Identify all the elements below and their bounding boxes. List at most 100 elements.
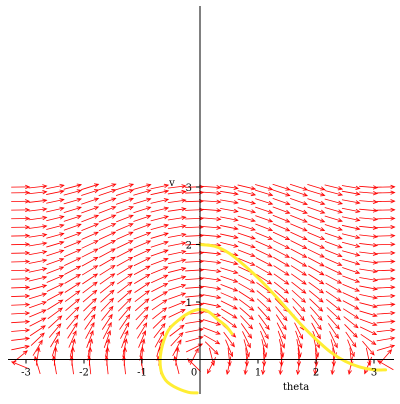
direction-arrow bbox=[359, 217, 377, 221]
direction-arrow bbox=[81, 215, 98, 222]
direction-arrow bbox=[176, 348, 180, 366]
direction-arrow bbox=[273, 224, 290, 231]
direction-arrow bbox=[151, 198, 169, 203]
direction-arrow bbox=[308, 224, 325, 231]
direction-arrow bbox=[325, 241, 342, 248]
direction-arrow bbox=[11, 345, 29, 350]
direction-arrow bbox=[64, 215, 81, 221]
direction-arrow bbox=[47, 292, 63, 301]
y-tick-label: 2 bbox=[186, 241, 192, 252]
direction-arrow bbox=[361, 334, 376, 344]
direction-arrow bbox=[120, 315, 130, 330]
direction-arrow bbox=[273, 232, 289, 239]
direction-arrow bbox=[203, 286, 221, 290]
direction-arrow bbox=[64, 266, 80, 274]
direction-arrow bbox=[290, 184, 307, 190]
direction-arrow bbox=[328, 323, 338, 338]
direction-arrow bbox=[151, 284, 167, 292]
direction-arrow bbox=[203, 217, 221, 221]
direction-arrow bbox=[151, 216, 168, 221]
direction-arrow bbox=[168, 284, 185, 290]
direction-arrow bbox=[256, 266, 272, 275]
direction-arrow bbox=[168, 259, 186, 264]
direction-arrow bbox=[359, 186, 377, 190]
direction-arrow bbox=[359, 294, 377, 299]
direction-arrow bbox=[377, 199, 395, 203]
direction-arrow bbox=[134, 274, 149, 283]
direction-arrow bbox=[377, 286, 395, 290]
direction-arrow bbox=[139, 331, 146, 348]
direction-arrow bbox=[203, 252, 221, 256]
direction-arrow bbox=[99, 249, 115, 257]
direction-arrow bbox=[377, 208, 395, 212]
direction-arrow bbox=[259, 323, 268, 339]
direction-arrow bbox=[203, 295, 221, 299]
direction-arrow bbox=[11, 286, 29, 290]
direction-arrow bbox=[255, 232, 272, 239]
direction-arrow bbox=[377, 191, 395, 195]
direction-arrow bbox=[262, 339, 267, 357]
direction-arrow bbox=[273, 249, 289, 257]
direction-arrow bbox=[238, 199, 255, 204]
direction-arrow bbox=[377, 277, 395, 281]
vector-field bbox=[11, 184, 394, 374]
direction-arrow bbox=[99, 207, 116, 214]
direction-arrow bbox=[360, 327, 376, 335]
direction-arrow bbox=[244, 339, 250, 356]
direction-arrow bbox=[257, 299, 270, 311]
x-tick-label: 0 bbox=[191, 368, 197, 379]
direction-arrow bbox=[203, 261, 221, 265]
direction-arrow bbox=[377, 234, 395, 238]
direction-arrow bbox=[11, 234, 29, 238]
direction-arrow bbox=[168, 190, 186, 194]
direction-arrow bbox=[65, 275, 81, 284]
direction-arrow bbox=[29, 185, 47, 189]
direction-arrow bbox=[255, 224, 272, 231]
direction-arrow bbox=[326, 291, 341, 301]
direction-arrow bbox=[342, 251, 359, 256]
direction-arrow bbox=[220, 242, 238, 247]
direction-arrow bbox=[85, 315, 95, 330]
direction-arrow bbox=[82, 257, 98, 266]
direction-arrow bbox=[11, 200, 29, 204]
direction-arrow bbox=[377, 294, 395, 298]
direction-arrow bbox=[220, 259, 237, 265]
direction-arrow bbox=[360, 311, 377, 317]
direction-arrow bbox=[134, 249, 150, 256]
direction-arrow bbox=[255, 216, 272, 222]
direction-arrow bbox=[36, 348, 40, 366]
direction-arrow bbox=[343, 301, 359, 310]
direction-arrow bbox=[377, 185, 395, 189]
direction-arrow bbox=[11, 217, 29, 221]
direction-arrow bbox=[359, 261, 377, 265]
direction-arrow bbox=[82, 266, 97, 275]
direction-arrow bbox=[29, 302, 46, 308]
direction-arrow bbox=[46, 250, 63, 256]
direction-arrow bbox=[343, 309, 358, 319]
direction-arrow bbox=[307, 184, 324, 190]
direction-arrow bbox=[134, 266, 150, 275]
direction-arrow bbox=[359, 303, 376, 308]
direction-arrow bbox=[29, 233, 47, 237]
direction-arrow bbox=[238, 250, 255, 257]
direction-arrow bbox=[238, 216, 255, 222]
direction-arrow bbox=[99, 224, 116, 231]
direction-arrow bbox=[117, 257, 133, 266]
direction-arrow bbox=[273, 241, 289, 249]
direction-arrow bbox=[377, 337, 395, 341]
direction-arrow bbox=[377, 303, 395, 307]
direction-arrow bbox=[325, 267, 341, 275]
direction-arrow bbox=[168, 207, 186, 211]
direction-arrow bbox=[308, 241, 324, 248]
direction-arrow bbox=[221, 293, 238, 300]
direction-arrow bbox=[134, 224, 151, 230]
direction-arrow bbox=[291, 249, 307, 257]
direction-arrow bbox=[308, 216, 325, 223]
direction-arrow bbox=[30, 318, 46, 326]
direction-arrow bbox=[133, 184, 150, 189]
direction-arrow bbox=[11, 329, 29, 333]
direction-arrow bbox=[377, 311, 395, 315]
direction-arrow bbox=[46, 184, 64, 188]
direction-arrow bbox=[47, 258, 64, 264]
